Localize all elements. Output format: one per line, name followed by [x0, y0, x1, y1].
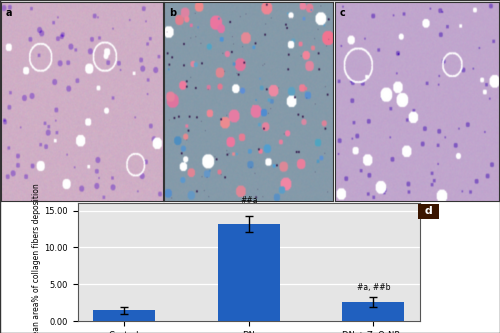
- Text: b: b: [169, 8, 176, 18]
- Text: ##a: ##a: [240, 196, 258, 205]
- Text: a: a: [6, 8, 12, 18]
- Bar: [342, 302, 404, 321]
- Bar: [218, 224, 280, 321]
- Bar: [93, 310, 156, 321]
- Y-axis label: Mean area% of collagen fibers deposition: Mean area% of collagen fibers deposition: [32, 183, 42, 333]
- Text: c: c: [340, 8, 345, 18]
- Text: #a, ##b: #a, ##b: [356, 283, 390, 292]
- Text: d: d: [421, 206, 436, 216]
